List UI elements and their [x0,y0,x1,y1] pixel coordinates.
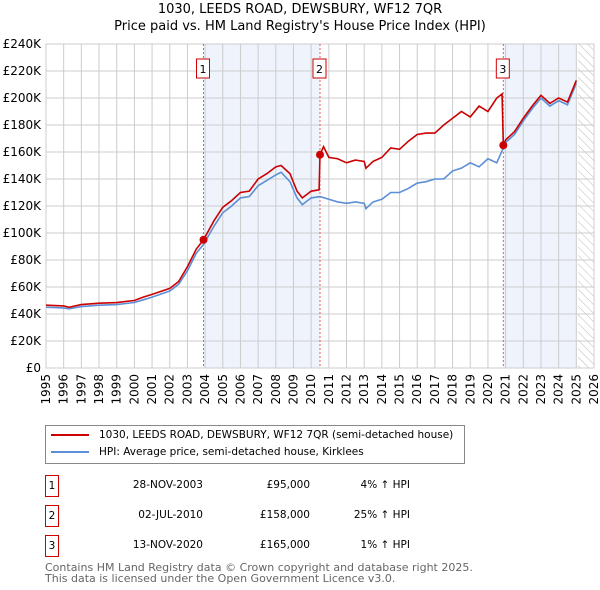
sale-price: £165,000 [259,539,310,551]
y-tick-label: £80K [10,253,42,267]
y-tick-label: £20K [10,334,42,348]
y-tick-label: £140K [3,172,43,186]
footer-line: Contains HM Land Registry data © Crown c… [45,561,473,574]
sale-callout-label: 1 [200,63,207,76]
sale-point [316,150,324,159]
x-tick-label: 2008 [269,374,283,405]
y-tick-label: £220K [3,64,43,78]
x-tick-label: 2015 [393,374,407,405]
x-tick-label: 2019 [463,374,477,405]
plot-area: £0 £20K £40K £60K £80K £100K £120K £140K £160K £1… [3,37,600,405]
x-tick-label: 2024 [552,374,566,405]
footer-line: This data is licensed under the Open Gov… [45,572,396,585]
y-tick-label: £0 [26,361,41,375]
sale-number: 3 [45,535,59,557]
x-tick-label: 2001 [145,374,159,405]
x-tick-label: 2003 [180,374,194,405]
x-tick-label: 2007 [251,374,265,405]
y-tick-label: £240K [3,37,43,51]
footer: Contains HM Land Registry data © Crown c… [45,562,473,584]
y-tick-label: £120K [3,199,43,213]
x-tick-label: 2004 [198,374,212,405]
legend-item-property: 1030, LEEDS ROAD, DEWSBURY, WF12 7QR (se… [51,429,453,441]
x-tick-label: 1996 [57,374,71,405]
sale-number: 1 [45,475,59,497]
sale-price: £158,000 [259,509,310,521]
x-tick-label: 2013 [357,374,371,405]
sale-callout-box [196,58,211,79]
x-tick-label: 2021 [499,374,513,405]
sale-hpi: 1% ↑ HPI [360,539,410,551]
legend-swatch-blue [51,451,89,453]
x-tick-label: 2005 [216,374,230,405]
x-tick-label: 2016 [410,374,424,405]
sale-row: 3 13-NOV-2020 £165,000 1% ↑ HPI [45,535,425,557]
sale-price: £95,000 [266,479,310,491]
x-tick-label: 2006 [233,374,247,405]
x-tick-label: 2026 [587,374,600,405]
x-tick-label: 1999 [110,374,124,405]
y-tick-label: £160K [3,145,43,159]
x-tick-label: 1995 [39,374,53,405]
chart-title: 1030, LEEDS ROAD, DEWSBURY, WF12 7QR [157,2,443,17]
x-tick-label: 1998 [92,374,106,405]
x-tick-label: 2010 [304,374,318,405]
sale-number: 2 [45,505,59,527]
x-tick-label: 2002 [163,374,177,405]
y-tick-label: £200K [3,91,43,105]
sale-callout-box [495,58,510,79]
sale-row: 2 02-JUL-2010 £158,000 25% ↑ HPI [45,505,425,527]
series-line [45,80,578,309]
x-tick-label: 2023 [534,374,548,405]
legend-swatch-red [51,434,89,436]
y-tick-label: £60K [10,280,42,294]
x-tick-label: 2017 [428,374,442,405]
y-tick-label: £40K [10,307,42,321]
sale-date: 13-NOV-2020 [132,539,203,551]
x-tick-label: 2022 [516,374,530,405]
x-tick-label: 2018 [446,374,460,405]
x-tick-label: 2012 [340,374,354,405]
x-tick-label: 1997 [74,374,88,405]
legend-label: HPI: Average price, semi-detached house,… [99,446,364,458]
x-tick-label: 2009 [286,374,300,405]
sale-callout-box [312,58,327,79]
legend-label: 1030, LEEDS ROAD, DEWSBURY, WF12 7QR (se… [99,429,454,441]
sale-date: 28-NOV-2003 [132,479,203,491]
sale-date: 02-JUL-2010 [138,509,203,521]
series-line [45,82,578,310]
sale-callout-label: 3 [499,63,506,76]
x-tick-label: 2011 [322,374,336,405]
x-tick-label: 2000 [127,374,141,405]
sale-row: 1 28-NOV-2003 £95,000 4% ↑ HPI [45,475,425,497]
sale-point [199,235,208,244]
chart-subtitle: Price paid vs. HM Land Registry's House … [114,19,486,34]
sale-point [499,141,508,150]
sale-hpi: 4% ↑ HPI [360,479,410,491]
x-tick-label: 2025 [569,374,583,405]
x-tick-label: 2014 [375,374,389,405]
y-tick-label: £180K [3,118,43,132]
y-tick-label: £100K [3,226,43,240]
legend-item-hpi: HPI: Average price, semi-detached house,… [51,446,364,458]
x-tick-label: 2020 [481,374,495,405]
sale-hpi: 25% ↑ HPI [353,509,410,521]
sale-callout-label: 2 [316,63,323,76]
legend: 1030, LEEDS ROAD, DEWSBURY, WF12 7QR (se… [45,425,465,464]
